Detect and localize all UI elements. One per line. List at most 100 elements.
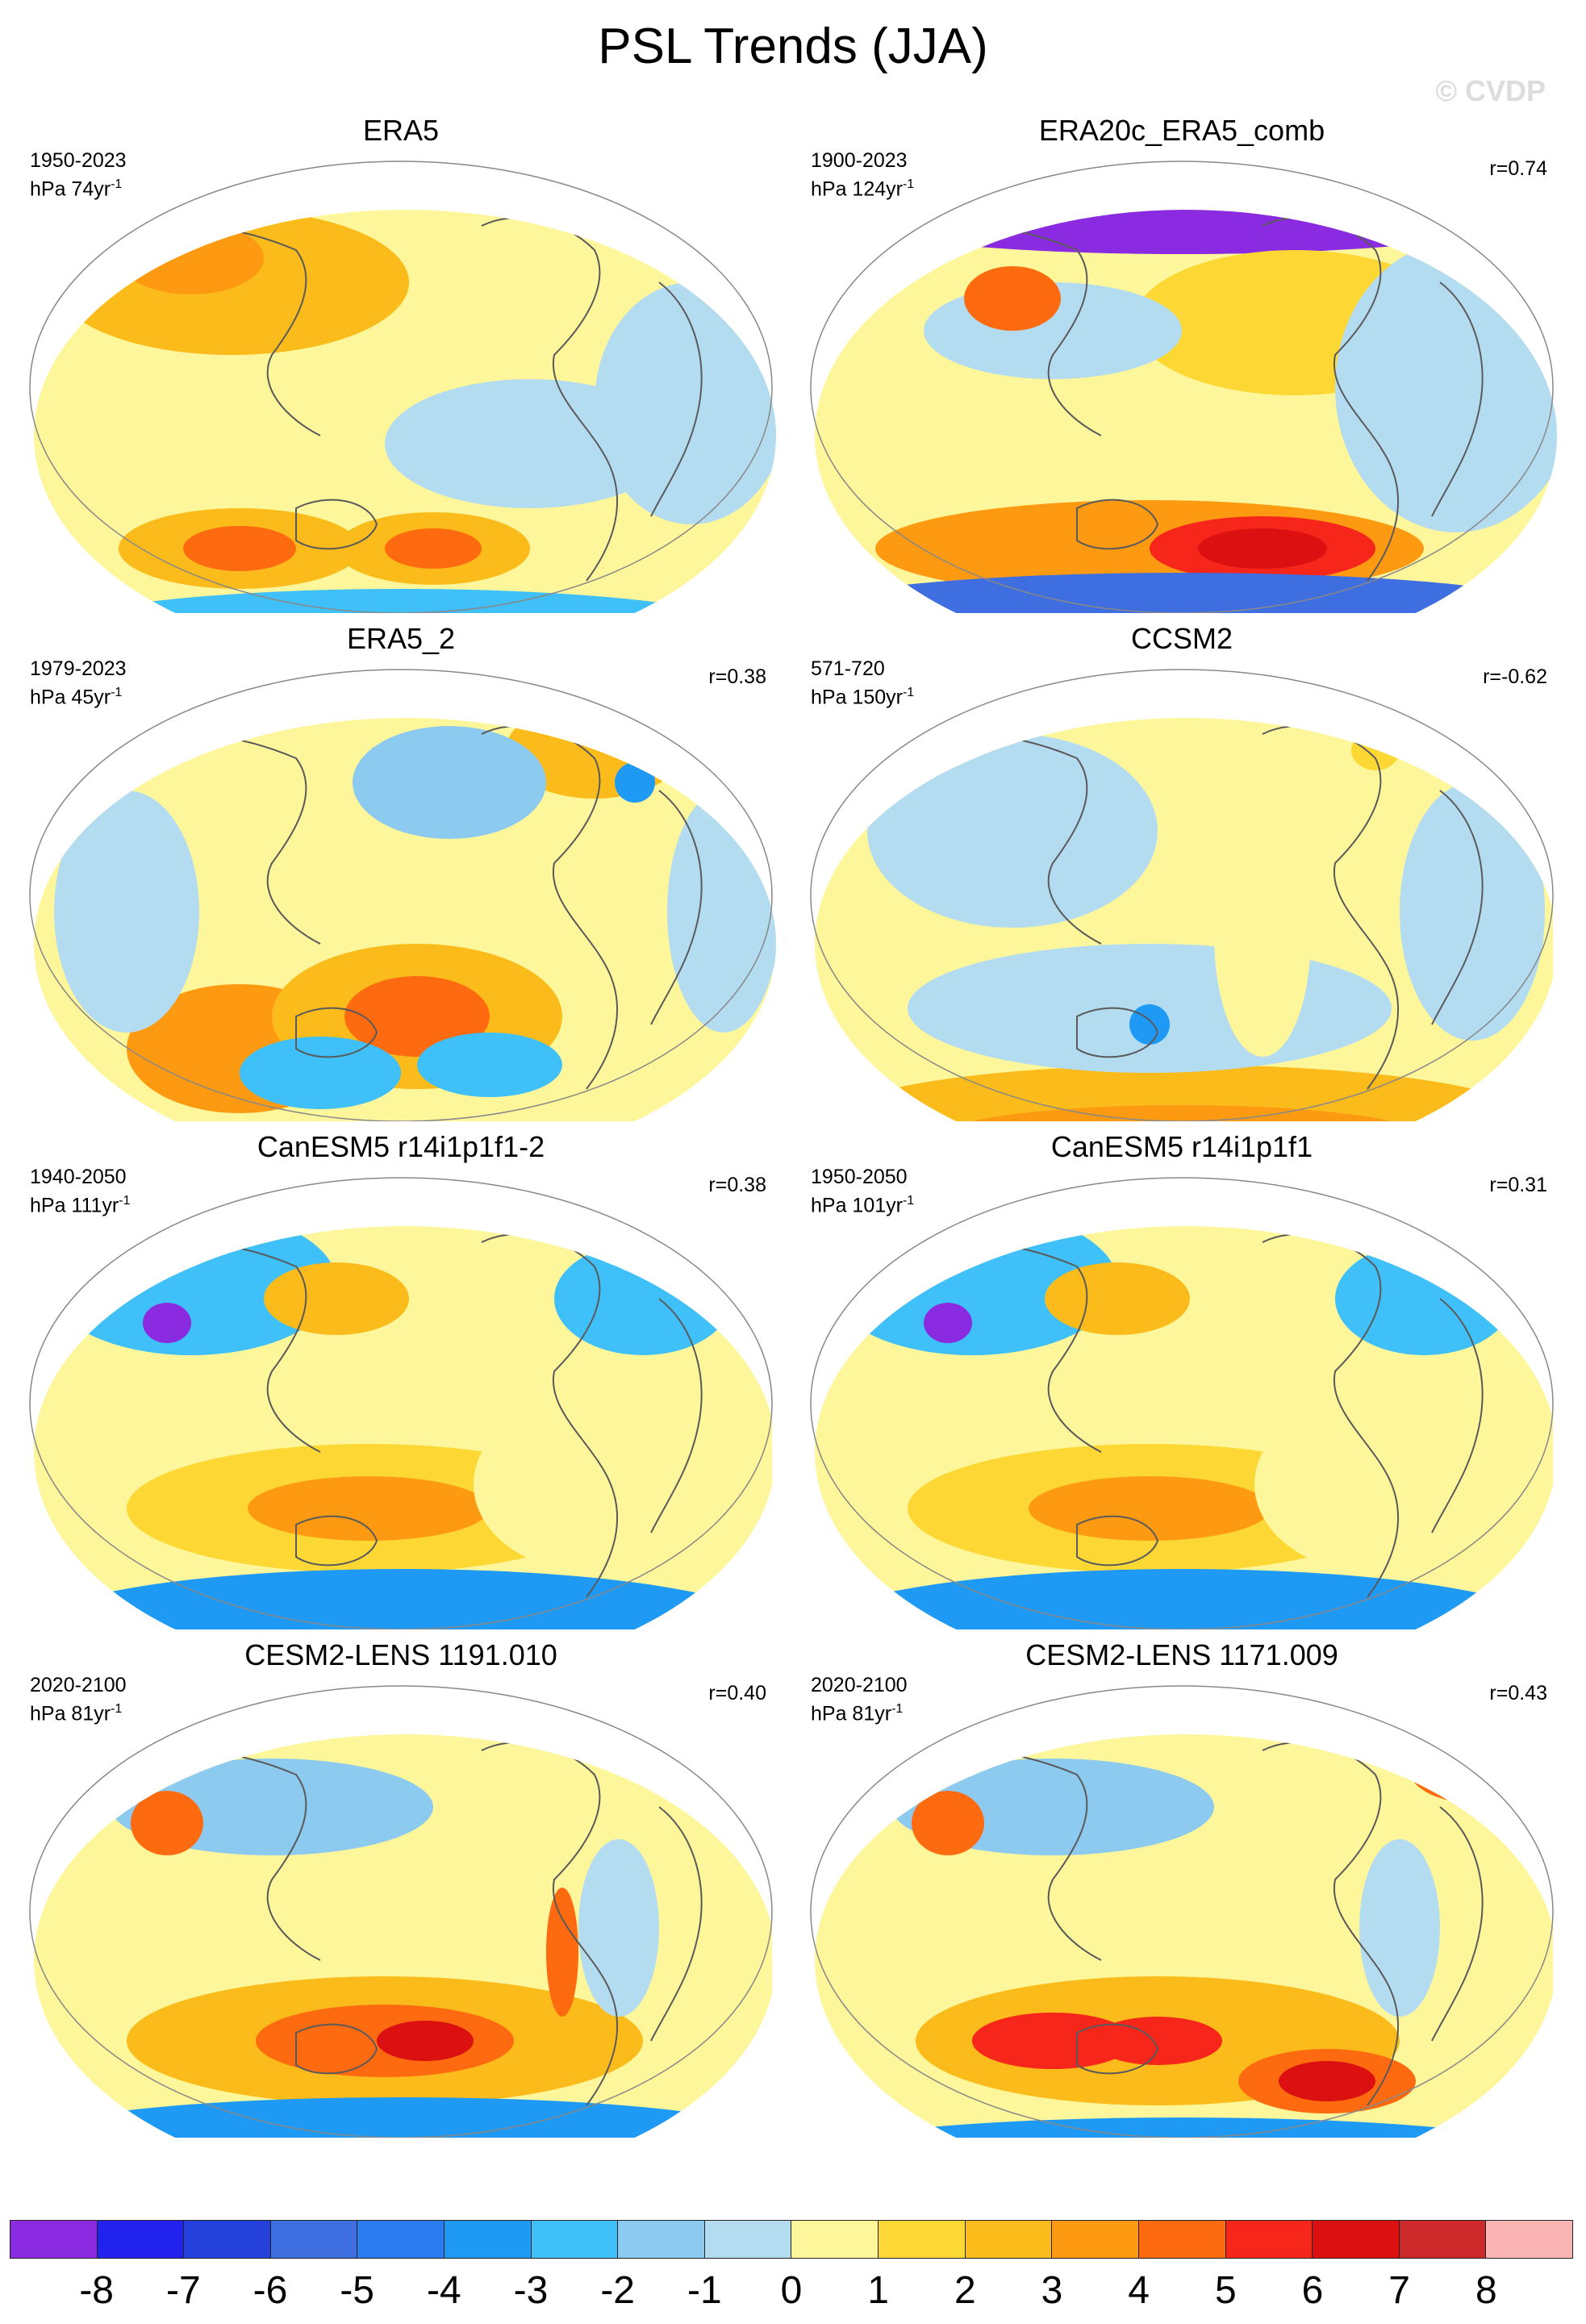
- coastline: [650, 1298, 703, 1533]
- panel-title: CESM2-LENS 1171.009: [1025, 1638, 1338, 1671]
- colorbar-tick-label: -5: [340, 2269, 374, 2312]
- field-anomaly: [183, 526, 296, 571]
- field-anomaly: [595, 282, 776, 524]
- map-field: [29, 1177, 773, 1629]
- field-anomaly: [815, 2117, 1553, 2138]
- map-panel: CanESM5 r14i1p1f1 1950-2050 hPa 101yr-1 r=0…: [807, 1129, 1557, 1629]
- colorbar-segment: [357, 2221, 445, 2258]
- panel-correlation: r=0.38: [708, 665, 766, 688]
- panel-correlation: r=0.31: [1489, 1174, 1547, 1196]
- map-panel: CESM2-LENS 1171.009 2020-2100 hPa 81yr-1 r=…: [807, 1638, 1557, 2138]
- map-panel: CESM2-LENS 1191.010 2020-2100 hPa 81yr-1 r=…: [26, 1638, 776, 2138]
- map-panel: CCSM2 571-720 hPa 150yr-1 r=-0.62: [807, 621, 1557, 1121]
- field-anomaly: [248, 1476, 490, 1541]
- colorbar-segment: [270, 2221, 358, 2258]
- colorbar-tick-label: -6: [253, 2269, 288, 2312]
- panel-units-text: hPa 150yr: [811, 686, 903, 709]
- panel-units: hPa 45yr-1: [30, 681, 122, 709]
- panel-correlation: r=0.38: [708, 1174, 766, 1196]
- colorbar-segment: [531, 2221, 619, 2258]
- colorbar-tick-label: -8: [79, 2269, 114, 2312]
- field-anomaly: [1359, 1839, 1440, 2017]
- panel-units: hPa 111yr-1: [30, 1189, 131, 1217]
- colorbar-tick-label: 6: [1301, 2269, 1324, 2312]
- colorbar-segment: [965, 2221, 1053, 2258]
- panel-units: hPa 124yr-1: [811, 173, 914, 201]
- coastline: [1431, 1806, 1484, 2042]
- colorbar-segment: [1399, 2221, 1487, 2258]
- coastline: [1076, 1515, 1159, 1567]
- panel-units-exponent: -1: [111, 686, 123, 699]
- coastline: [1076, 1007, 1159, 1058]
- panel-units: hPa 101yr-1: [811, 1189, 914, 1217]
- map-field: [29, 1685, 773, 2138]
- colorbar-segment: [10, 2221, 98, 2258]
- panel-correlation: r=0.40: [708, 1682, 766, 1704]
- field-anomaly: [827, 1065, 1537, 1121]
- panel-years: 2020-2100: [30, 1674, 127, 1696]
- panel-units: hPa 150yr-1: [811, 681, 914, 709]
- panel-years: 1900-2023: [811, 149, 908, 172]
- panel-units-exponent: -1: [902, 686, 915, 699]
- field-anomaly: [1408, 1734, 1537, 1803]
- colorbar-segment: [791, 2221, 879, 2258]
- colorbar-tick-label: 3: [1041, 2269, 1063, 2312]
- field-anomaly: [815, 210, 1553, 254]
- panel-units: hPa 81yr-1: [811, 1697, 903, 1725]
- map-outline: [29, 161, 773, 613]
- colorbar-segment: [1052, 2221, 1139, 2258]
- panel-units-text: hPa 81yr: [30, 1702, 111, 1725]
- map-outline: [810, 161, 1554, 613]
- field-anomaly: [240, 1037, 401, 1109]
- panel-units-text: hPa 74yr: [30, 177, 111, 201]
- coastline: [1076, 2023, 1159, 2075]
- colorbar-segment: [184, 2221, 271, 2258]
- panel-units: hPa 74yr-1: [30, 173, 122, 201]
- colorbar-tick-label: 7: [1388, 2269, 1410, 2312]
- colorbar-segment: [444, 2221, 532, 2258]
- figure-title: PSL Trends (JJA): [598, 19, 988, 74]
- field-anomaly: [353, 726, 546, 839]
- panel-correlation: r=0.74: [1489, 157, 1547, 180]
- field-anomaly: [1279, 2061, 1375, 2101]
- field-anomaly: [667, 791, 776, 1033]
- field-anomaly: [924, 1303, 972, 1343]
- map-outline: [29, 1177, 773, 1629]
- coastline: [650, 282, 703, 517]
- colorbar-tick-label: 4: [1128, 2269, 1150, 2312]
- panel-title: ERA5: [362, 114, 440, 147]
- colorbar-tick-label: -4: [426, 2269, 461, 2312]
- watermark: © CVDP: [1435, 74, 1546, 107]
- colorbar-tick-label: 0: [780, 2269, 803, 2312]
- field-anomaly: [1400, 782, 1545, 1041]
- panel-units-text: hPa 81yr: [811, 1702, 892, 1725]
- field-anomaly: [912, 1791, 984, 1855]
- colorbar-tick-label: -2: [600, 2269, 635, 2312]
- colorbar-tick-label: -7: [165, 2269, 201, 2312]
- field-anomaly: [964, 266, 1061, 331]
- map-field: [810, 1177, 1554, 1629]
- colorbar-segment: [618, 2221, 705, 2258]
- field-anomaly: [1045, 1262, 1190, 1335]
- panel-title: CanESM5 r14i1p1f1-2: [257, 1130, 545, 1163]
- colorbar-tick-label: 8: [1475, 2269, 1497, 2312]
- colorbar-tick-label: -3: [513, 2269, 549, 2312]
- panel-units: hPa 81yr-1: [30, 1697, 122, 1725]
- colorbar-tick-label: 2: [954, 2269, 976, 2312]
- colorbar-tick-label: 1: [867, 2269, 889, 2312]
- panel-units-text: hPa 101yr: [811, 1194, 903, 1217]
- colorbar-segment: [1313, 2221, 1400, 2258]
- panel-units-text: hPa 111yr: [30, 1194, 119, 1217]
- colorbar: [10, 2220, 1573, 2259]
- coastline: [1431, 1298, 1484, 1533]
- field-anomaly: [1254, 1396, 1496, 1573]
- panel-title: ERA20c_ERA5_comb: [1038, 114, 1325, 147]
- panel-years: 2020-2100: [811, 1674, 908, 1696]
- field-anomaly: [1129, 1004, 1170, 1045]
- panel-years: 1979-2023: [30, 657, 127, 680]
- coastline: [650, 790, 703, 1025]
- panel-units-exponent: -1: [111, 177, 123, 191]
- colorbar-segment: [1486, 2221, 1572, 2258]
- map-outline: [810, 1177, 1554, 1629]
- panel-years: 1950-2023: [30, 149, 127, 172]
